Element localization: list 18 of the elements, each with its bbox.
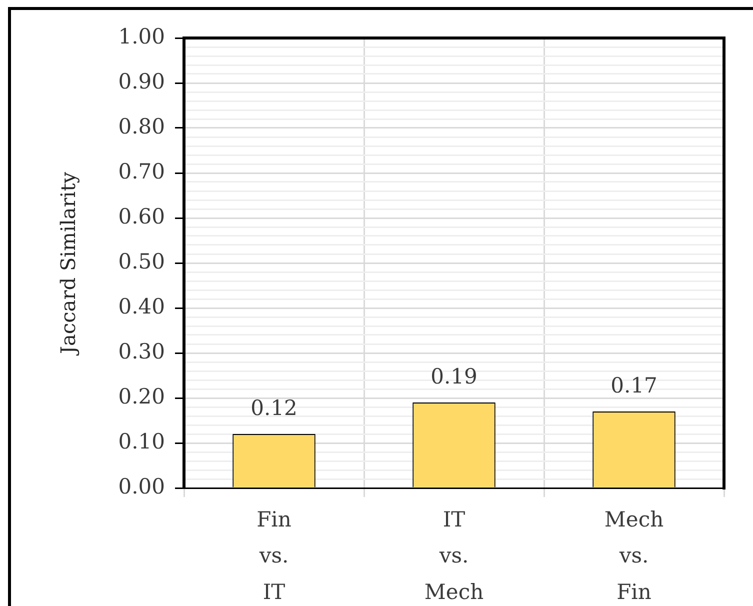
y-tick-label: 1.00	[118, 24, 165, 48]
y-tick-label: 0.50	[118, 249, 165, 274]
y-tick-label: 0.30	[118, 339, 165, 364]
data-label: 0.17	[610, 373, 658, 398]
x-tick-label: Mech vs. Fin	[604, 508, 664, 604]
data-label: 0.19	[430, 364, 478, 388]
y-tick-label: 0.00	[118, 474, 165, 498]
y-tick-label: 0.10	[118, 429, 165, 454]
y-tick-label: 0.40	[118, 294, 165, 318]
y-axis-title: Jaccard Similarity	[56, 171, 80, 356]
y-tick-label: 0.60	[118, 204, 165, 228]
x-tick-label: Fin vs. IT	[256, 508, 292, 604]
x-tick-label: IT vs. Mech	[424, 508, 484, 604]
y-tick-label: 0.80	[118, 114, 165, 138]
data-label: 0.12	[250, 396, 298, 420]
y-tick-label: 0.20	[118, 384, 165, 408]
y-tick-label: 0.70	[118, 159, 165, 184]
y-tick-label: 0.90	[118, 69, 165, 94]
